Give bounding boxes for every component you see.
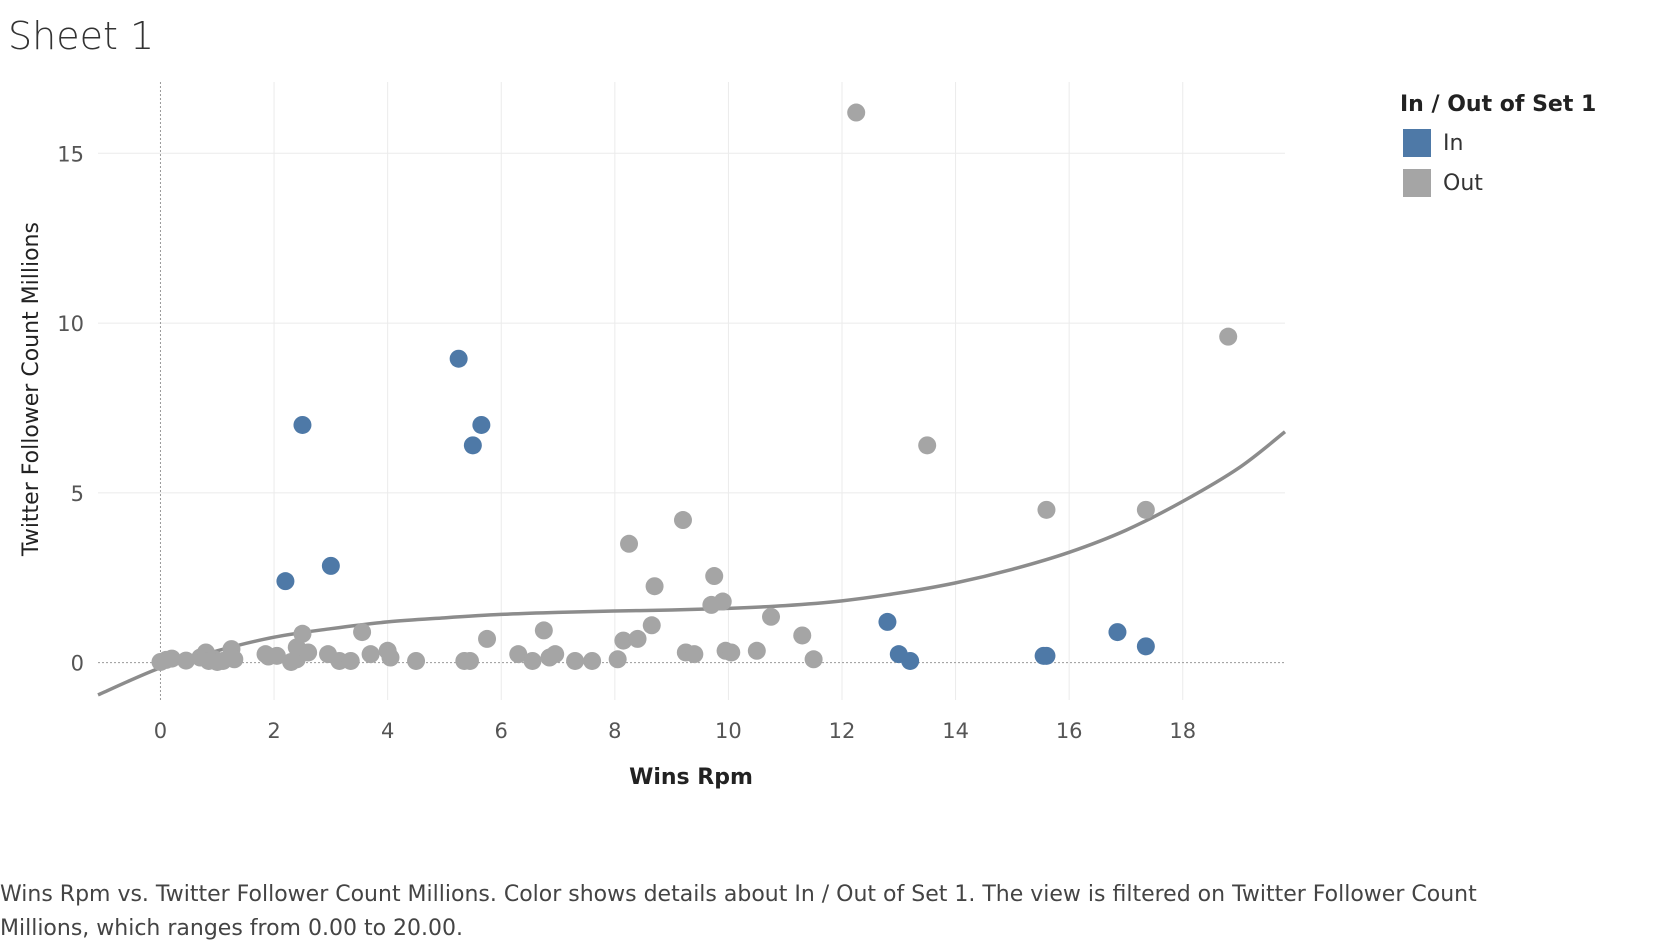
legend-swatch-out [1403, 169, 1431, 197]
data-point-in[interactable] [276, 572, 295, 591]
legend-label-out: Out [1443, 170, 1483, 196]
data-point-out[interactable] [1219, 327, 1238, 346]
data-point-out[interactable] [762, 607, 781, 626]
data-point-out[interactable] [534, 621, 553, 640]
data-point-out[interactable] [566, 651, 585, 670]
data-point-in[interactable] [472, 415, 491, 434]
data-point-out[interactable] [620, 534, 639, 553]
x-tick-label: 8 [608, 719, 621, 743]
data-point-out[interactable] [293, 624, 312, 643]
x-tick-label: 12 [829, 719, 856, 743]
y-axis-title: Twitter Follower Count Millions [19, 222, 44, 557]
data-point-in[interactable] [321, 556, 340, 575]
y-tick-label: 15 [57, 142, 84, 166]
grid [98, 82, 1285, 700]
data-points[interactable] [151, 103, 1238, 671]
data-point-out[interactable] [628, 629, 647, 648]
y-tick-label: 0 [71, 652, 84, 676]
data-point-in[interactable] [1037, 646, 1056, 665]
data-point-in[interactable] [463, 436, 482, 455]
data-point-in[interactable] [449, 349, 468, 368]
x-tick-label: 4 [381, 719, 394, 743]
x-tick-label: 6 [495, 719, 508, 743]
data-point-out[interactable] [523, 651, 542, 670]
data-point-out[interactable] [1136, 500, 1155, 519]
data-point-out[interactable] [673, 511, 692, 530]
data-point-out[interactable] [177, 651, 196, 670]
data-point-out[interactable] [847, 103, 866, 122]
data-point-out[interactable] [509, 645, 528, 664]
data-point-out[interactable] [804, 650, 823, 669]
x-tick-label: 14 [942, 719, 969, 743]
data-point-out[interactable] [546, 645, 565, 664]
x-tick-label: 18 [1169, 719, 1196, 743]
data-point-in[interactable] [1108, 623, 1127, 642]
data-point-out[interactable] [642, 616, 661, 635]
data-point-out[interactable] [299, 643, 318, 662]
x-axis-ticks: 0 2 4 6 8 10 12 14 16 18 [154, 719, 1196, 743]
data-point-out[interactable] [645, 577, 664, 596]
data-point-out[interactable] [713, 592, 732, 611]
data-point-out[interactable] [747, 641, 766, 660]
legend-item-out[interactable]: Out [1400, 163, 1596, 203]
y-axis-ticks: 0 5 10 15 [57, 142, 84, 675]
x-axis-title: Wins Rpm [629, 765, 753, 790]
zero-reference-lines [98, 82, 1285, 700]
data-point-out[interactable] [267, 646, 286, 665]
data-point-out[interactable] [407, 651, 426, 670]
data-point-out[interactable] [353, 623, 372, 642]
chart-caption: Wins Rpm vs. Twitter Follower Count Mill… [0, 882, 1477, 941]
data-point-out[interactable] [341, 651, 360, 670]
data-point-out[interactable] [461, 651, 480, 670]
data-point-out[interactable] [705, 567, 724, 586]
legend-title: In / Out of Set 1 [1400, 92, 1597, 117]
data-point-out[interactable] [685, 645, 704, 664]
data-point-in[interactable] [293, 415, 312, 434]
data-point-out[interactable] [1037, 500, 1056, 519]
data-point-out[interactable] [918, 436, 937, 455]
legend-swatch-in [1403, 129, 1431, 157]
data-point-out[interactable] [722, 643, 741, 662]
data-point-out[interactable] [583, 651, 602, 670]
data-point-out[interactable] [381, 648, 400, 667]
x-tick-label: 0 [154, 719, 167, 743]
data-point-in[interactable] [1136, 637, 1155, 656]
y-tick-label: 5 [71, 482, 84, 506]
data-point-out[interactable] [478, 629, 497, 648]
scatter-plot[interactable]: 0 2 4 6 8 10 12 14 16 18 0 5 10 15 Wins Rpm Twitter … [0, 0, 1400, 830]
x-tick-label: 16 [1056, 719, 1083, 743]
data-point-out[interactable] [361, 645, 380, 664]
data-point-out[interactable] [225, 650, 244, 669]
x-tick-label: 2 [267, 719, 280, 743]
data-point-out[interactable] [793, 626, 812, 645]
data-point-in[interactable] [878, 612, 897, 631]
data-point-in[interactable] [901, 651, 920, 670]
data-point-out[interactable] [608, 650, 627, 669]
data-point-out[interactable] [162, 649, 181, 668]
y-tick-label: 10 [57, 312, 84, 336]
legend: In / Out of Set 1 In Out [1400, 92, 1596, 203]
legend-label-in: In [1443, 130, 1464, 156]
x-tick-label: 10 [715, 719, 742, 743]
sheet-title: Sheet 1 [8, 14, 155, 58]
legend-item-in[interactable]: In [1400, 123, 1596, 163]
data-point-out[interactable] [614, 631, 633, 650]
